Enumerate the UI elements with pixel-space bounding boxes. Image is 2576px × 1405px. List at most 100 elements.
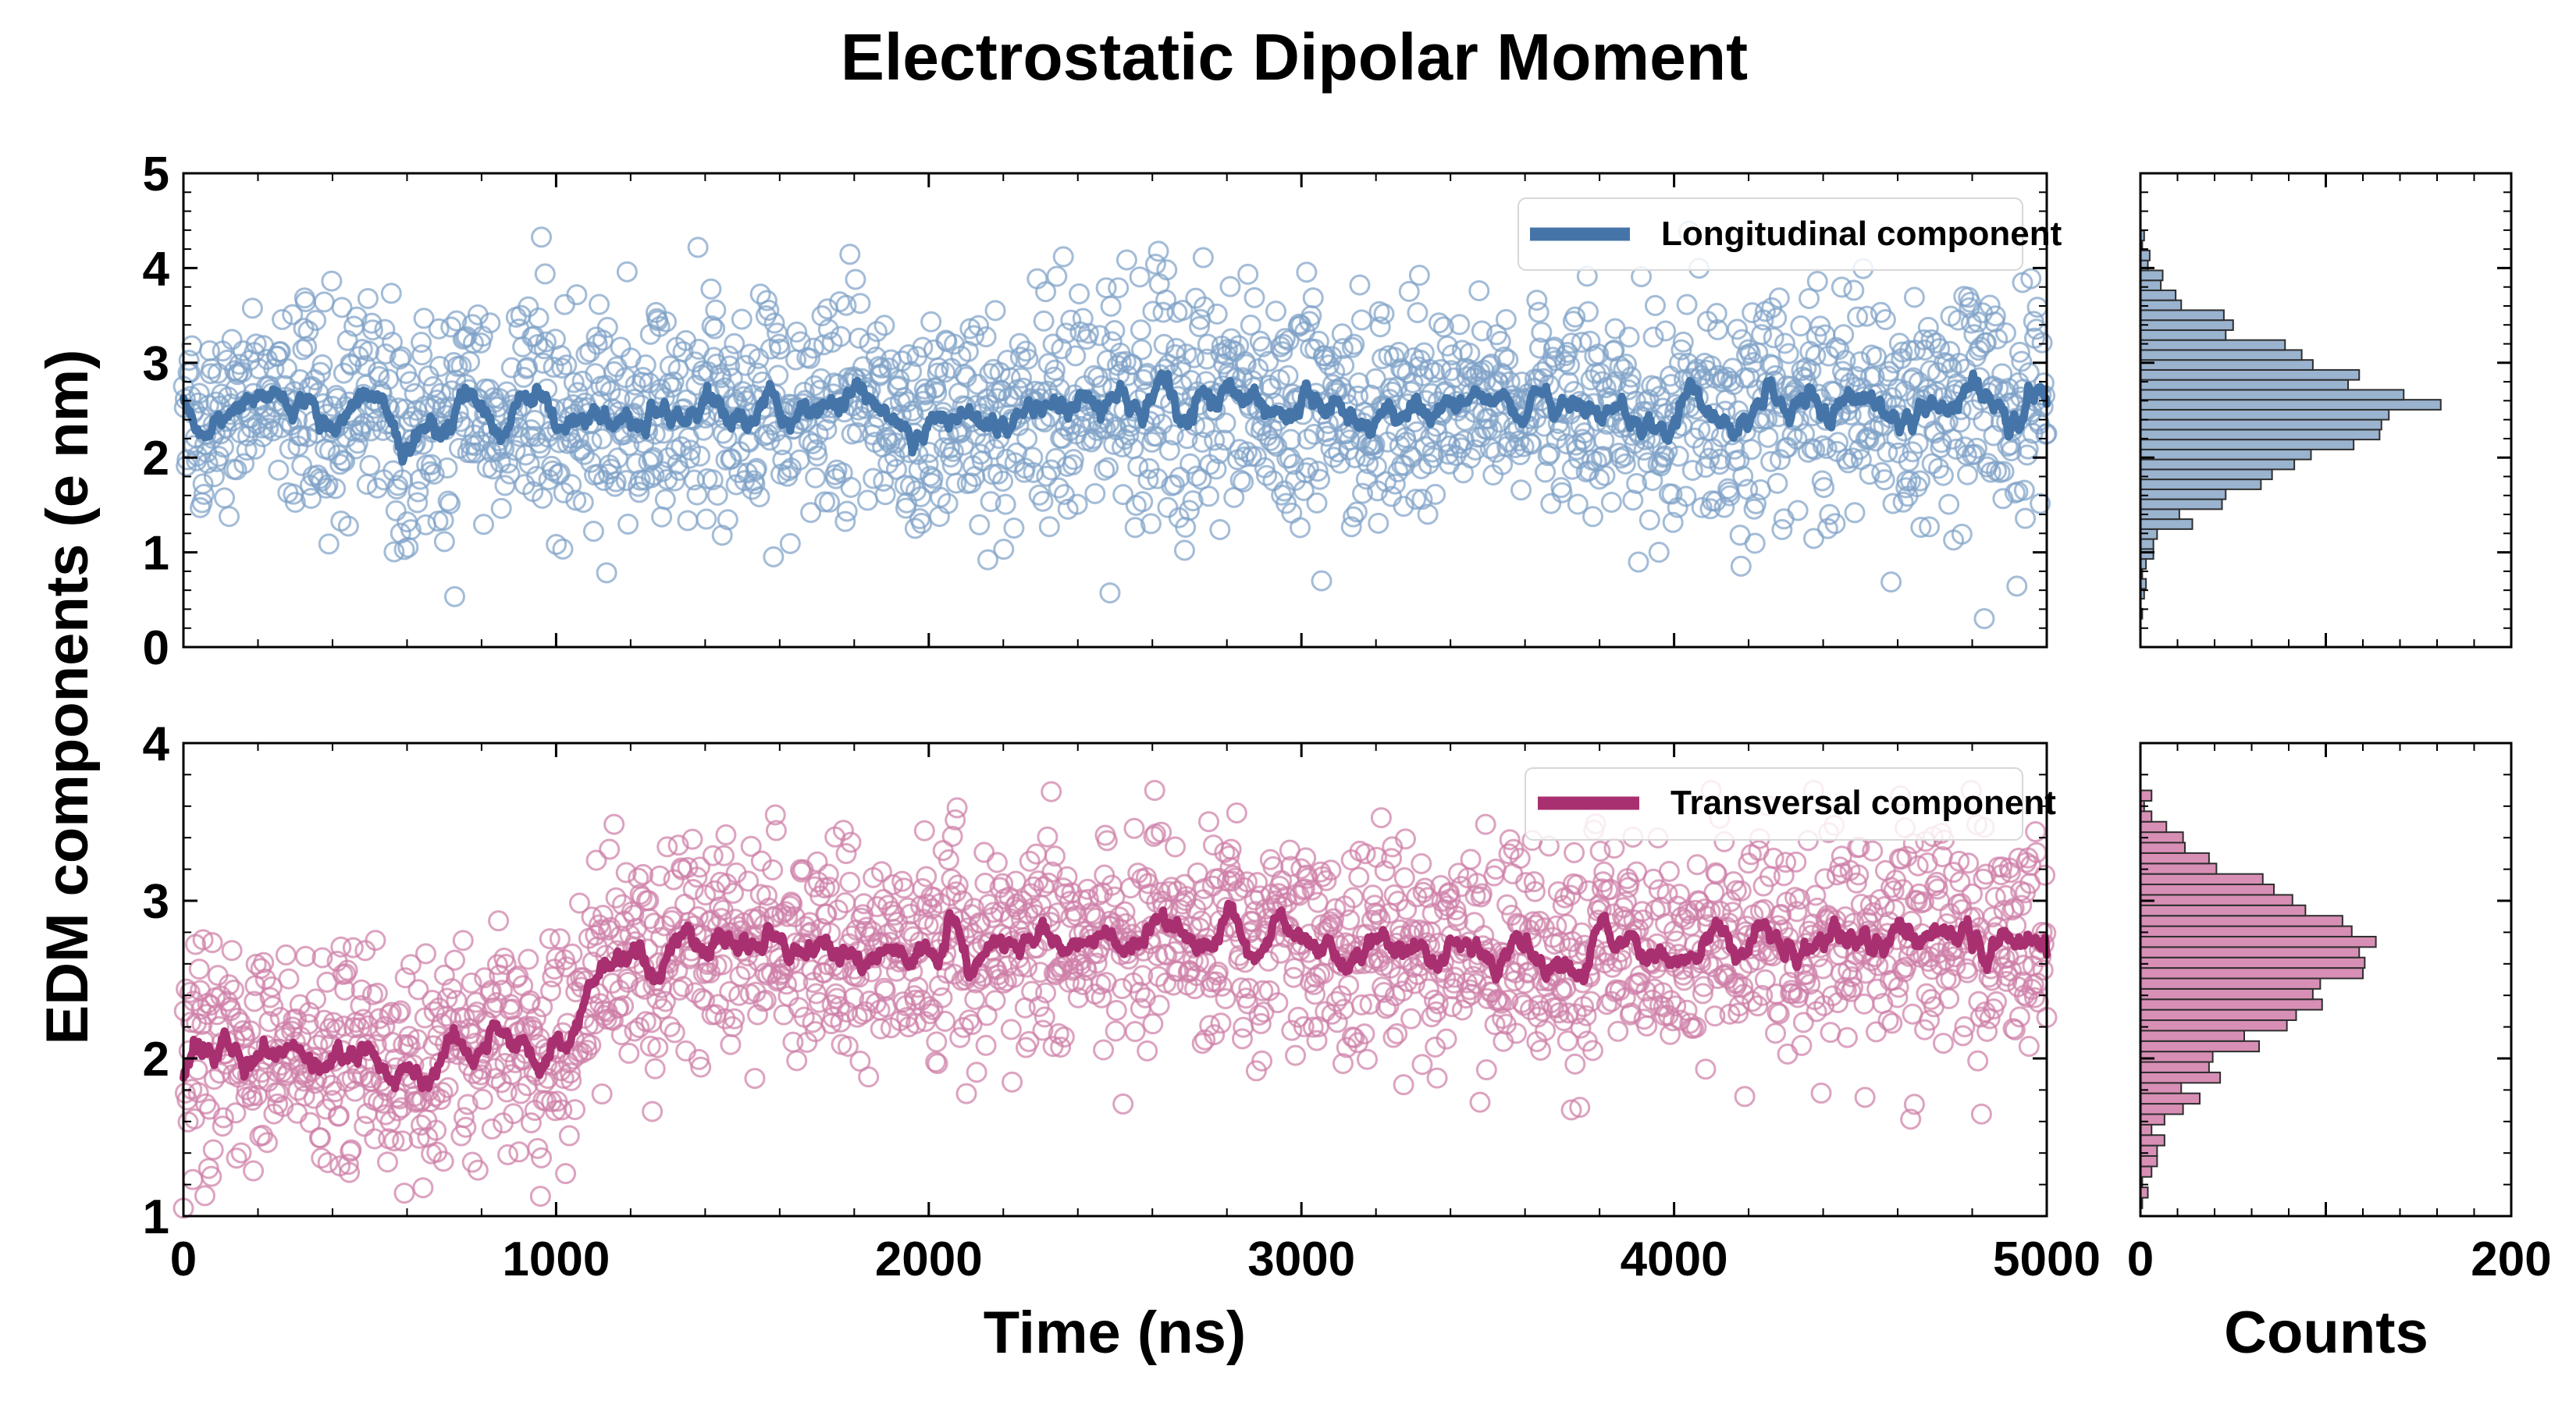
transversal-histogram-bar xyxy=(2140,1082,2183,1094)
transversal-scatter-point xyxy=(1247,872,1268,894)
transversal-scatter-point xyxy=(432,1082,454,1104)
transversal-scatter-point xyxy=(2004,1019,2026,1040)
transversal-scatter-point xyxy=(907,976,929,998)
transversal-scatter-point xyxy=(452,930,474,951)
transversal-scatter-point xyxy=(984,990,1006,1012)
transversal-scatter-point xyxy=(1469,1091,1491,1113)
transversal-scatter-point xyxy=(531,1147,553,1168)
transversal-scatter-point xyxy=(975,1034,997,1056)
transversal-scatter-point xyxy=(688,1048,710,1070)
transversal-scatter-point xyxy=(1251,1050,1273,1072)
transversal-scatter-point xyxy=(925,1051,947,1073)
longitudinal-scatter-point xyxy=(1124,517,1146,539)
longitudinal-scatter-point xyxy=(496,381,518,403)
longitudinal-scatter-point xyxy=(231,361,253,383)
transversal-scatter-point xyxy=(241,1090,263,1112)
transversal-scatter-point xyxy=(603,813,625,835)
transversal-scatter-point xyxy=(723,882,745,904)
transversal-scatter-point xyxy=(1204,1024,1226,1046)
longitudinal-scatter-point xyxy=(321,270,343,292)
transversal-scatter-point xyxy=(1496,894,1518,916)
transversal-scatter-point xyxy=(196,1003,218,1025)
transversal-histogram-bar xyxy=(2140,925,2353,937)
transversal-scatter-point xyxy=(632,863,654,885)
transversal-scatter-point xyxy=(904,989,926,1011)
transversal-scatter-point xyxy=(1799,973,1821,995)
bottom-main-x-tick-label: 4000 xyxy=(1621,1232,1728,1286)
transversal-scatter-point xyxy=(1354,843,1376,865)
transversal-scatter-point xyxy=(1873,896,1895,918)
transversal-scatter-point xyxy=(1053,1026,1075,1048)
longitudinal-histogram-panel xyxy=(2139,172,2513,649)
longitudinal-scatter-point xyxy=(1280,429,1302,450)
longitudinal-scatter-point xyxy=(1578,301,1599,322)
longitudinal-scatter-point xyxy=(731,308,753,330)
longitudinal-scatter-point xyxy=(1774,333,1795,354)
longitudinal-scatter-point xyxy=(443,585,465,607)
longitudinal-scatter-point xyxy=(1489,330,1511,352)
longitudinal-scatter-point xyxy=(216,349,238,371)
longitudinal-scatter-point xyxy=(1408,265,1430,286)
longitudinal-scatter-point xyxy=(546,534,568,556)
longitudinal-scatter-point xyxy=(1091,375,1112,397)
transversal-scatter-point xyxy=(639,1035,661,1057)
longitudinal-scatter-point xyxy=(310,361,332,383)
longitudinal-scatter-point xyxy=(1892,491,1914,513)
longitudinal-scatter-point xyxy=(859,333,881,354)
longitudinal-scatter-point xyxy=(1521,433,1542,455)
longitudinal-scatter-point xyxy=(963,325,985,347)
longitudinal-scatter-point xyxy=(509,425,531,447)
transversal-scatter-point xyxy=(1574,941,1596,963)
transversal-scatter-point xyxy=(262,995,284,1017)
longitudinal-scatter-point xyxy=(357,287,379,309)
transversal-scatter-point xyxy=(488,910,510,932)
transversal-scatter-point xyxy=(560,1069,582,1091)
longitudinal-scatter-point xyxy=(1140,513,1162,535)
longitudinal-scatter-point xyxy=(1681,460,1703,482)
transversal-scatter-point xyxy=(1949,871,1971,893)
longitudinal-scatter-point xyxy=(331,297,353,318)
longitudinal-scatter-point xyxy=(1806,271,1828,293)
transversal-scatter-point xyxy=(1546,915,1567,937)
longitudinal-scatter-point xyxy=(1482,418,1503,440)
longitudinal-scatter-point xyxy=(1010,367,1032,389)
transversal-scatter-point xyxy=(1220,838,1242,860)
longitudinal-scatter-point xyxy=(1066,493,1088,515)
longitudinal-scatter-point xyxy=(1122,354,1144,375)
transversal-scatter-point xyxy=(1853,993,1875,1015)
longitudinal-scatter-point xyxy=(1742,302,1763,324)
longitudinal-scatter-point xyxy=(1589,362,1611,384)
longitudinal-scatter-point xyxy=(1706,303,1727,325)
transversal-scatter-point xyxy=(1198,811,1220,833)
longitudinal-scatter-point xyxy=(1062,449,1084,471)
transversal-scatter-point xyxy=(1112,1093,1134,1115)
longitudinal-scatter-point xyxy=(811,305,833,327)
transversal-scatter-point xyxy=(339,1161,361,1183)
transversal-scatter-point xyxy=(1786,901,1808,923)
transversal-scatter-point xyxy=(715,824,737,846)
longitudinal-scatter-point xyxy=(1033,310,1055,332)
transversal-histogram-bars xyxy=(2140,789,2377,1209)
longitudinal-scatter-point xyxy=(410,332,432,354)
transversal-scatter-point xyxy=(1250,1012,1272,1034)
bottom-main-x-tick-label: 2000 xyxy=(875,1232,983,1286)
transversal-scatter-point xyxy=(497,1144,519,1165)
transversal-scatter-point xyxy=(1509,848,1531,870)
longitudinal-scatter-point xyxy=(800,502,822,524)
transversal-histogram-ticks: 0 200 xyxy=(2127,742,2552,1286)
transversal-histogram-bar xyxy=(2140,1154,2158,1168)
transversal-scatter-point xyxy=(529,1186,551,1208)
longitudinal-scatter-point xyxy=(1405,489,1427,510)
longitudinal-scatter-point xyxy=(980,491,1002,513)
transversal-histogram-bar xyxy=(2140,946,2361,959)
transversal-scatter-point xyxy=(744,1068,766,1090)
transversal-scatter-point xyxy=(931,987,953,1008)
longitudinal-axis-ticks: 0 1 2 3 4 5 xyxy=(143,148,2048,675)
transversal-scatter-point xyxy=(806,851,828,873)
transversal-scatter-point xyxy=(551,1099,573,1121)
longitudinal-scatter-point xyxy=(291,454,313,476)
transversal-scatter-point xyxy=(832,820,854,841)
longitudinal-scatter-point xyxy=(337,515,359,537)
transversal-scatter-point xyxy=(961,1014,983,1036)
transversal-scatter-point xyxy=(539,980,561,1002)
